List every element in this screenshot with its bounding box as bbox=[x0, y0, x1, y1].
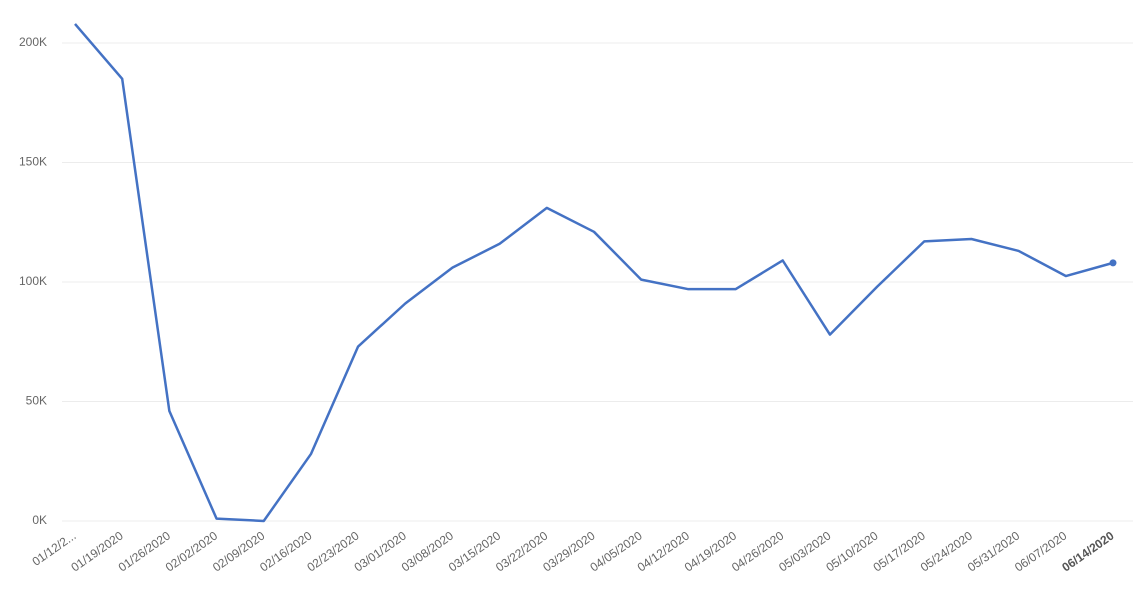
x-tick-label: 03/08/2020 bbox=[399, 528, 456, 574]
y-tick-label: 200K bbox=[19, 35, 47, 49]
x-tick-label: 03/29/2020 bbox=[540, 528, 597, 574]
x-tick-label: 04/05/2020 bbox=[587, 528, 644, 574]
x-tick-label: 04/26/2020 bbox=[729, 528, 786, 574]
x-tick-label: 04/12/2020 bbox=[635, 528, 692, 574]
x-tick-label: 03/22/2020 bbox=[493, 528, 550, 574]
line-series bbox=[74, 23, 1114, 523]
x-tick-label: 02/16/2020 bbox=[257, 528, 314, 574]
y-tick-label: 150K bbox=[19, 155, 47, 169]
last-point bbox=[1109, 259, 1117, 267]
x-tick-label: 04/19/2020 bbox=[682, 528, 739, 574]
x-tick-label: 06/07/2020 bbox=[1012, 528, 1069, 574]
x-tick-label: 02/02/2020 bbox=[163, 528, 220, 574]
x-tick-label: 03/15/2020 bbox=[446, 528, 503, 574]
x-tick-label: 05/03/2020 bbox=[776, 528, 833, 574]
x-tick-label: 05/31/2020 bbox=[965, 528, 1022, 574]
x-tick-label: 02/23/2020 bbox=[304, 528, 361, 574]
x-tick-label: 06/14/2020 bbox=[1059, 528, 1116, 574]
x-tick-label: 01/19/2020 bbox=[68, 528, 125, 574]
y-tick-label: 100K bbox=[19, 274, 47, 288]
y-tick-label: 50K bbox=[26, 394, 47, 408]
y-tick-label: 0K bbox=[32, 513, 47, 527]
x-tick-label: 03/01/2020 bbox=[352, 528, 409, 574]
x-tick-label: 05/10/2020 bbox=[823, 528, 880, 574]
x-tick-label: 01/26/2020 bbox=[116, 528, 173, 574]
x-tick-label: 05/17/2020 bbox=[871, 528, 928, 574]
x-tick-label: 02/09/2020 bbox=[210, 528, 267, 574]
x-tick-label: 05/24/2020 bbox=[918, 528, 975, 574]
